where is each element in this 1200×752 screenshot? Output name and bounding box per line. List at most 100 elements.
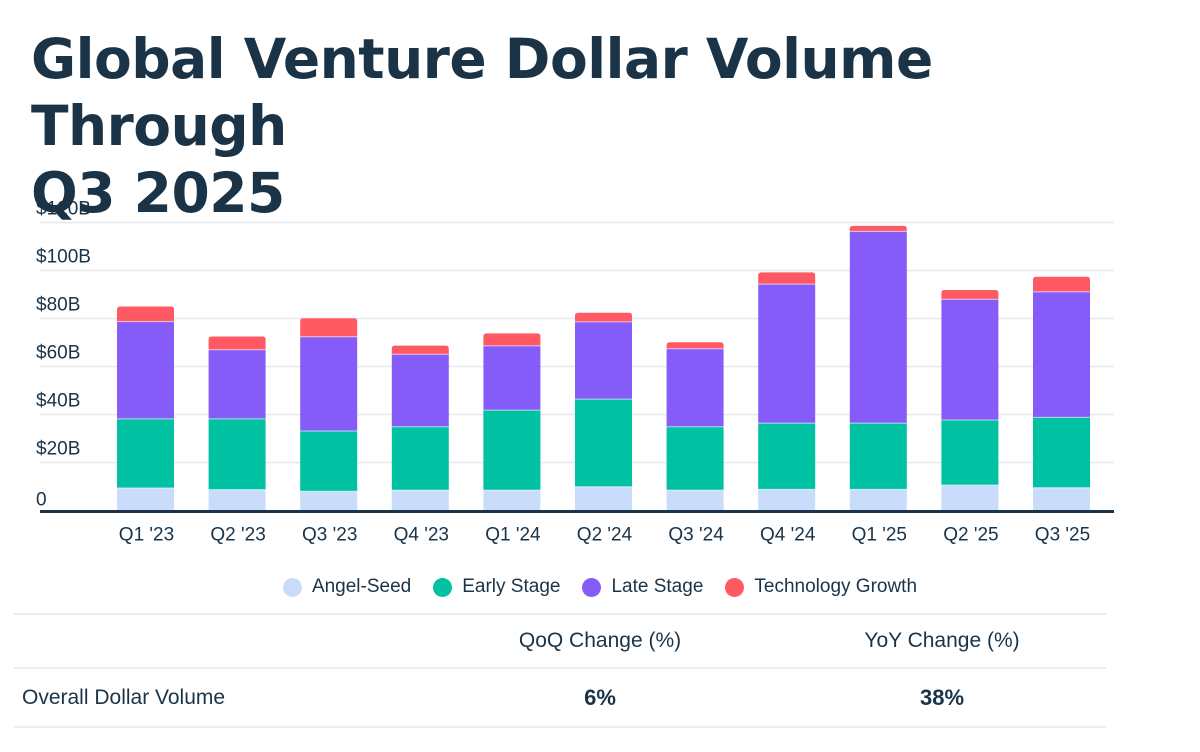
bar-segment-late-stage: [666, 348, 724, 427]
y-tick-label: 0: [36, 490, 47, 511]
bar-segment-early-stage: [758, 423, 816, 490]
bar-segment-early-stage: [117, 418, 174, 488]
x-tick-label: Q2 '25: [943, 525, 998, 546]
x-tick-label: Q1 '23: [119, 525, 174, 546]
bar-segment-early-stage: [575, 399, 632, 487]
y-tick-label: $120B: [36, 199, 91, 220]
bar-segment-early-stage: [300, 431, 358, 492]
bar-segment-angel-seed: [391, 490, 449, 511]
bar-segment-angel-seed: [1033, 487, 1090, 511]
bar-segment-late-stage: [300, 336, 358, 432]
legend-label: Late Stage: [611, 576, 704, 597]
bar-segment-late-stage: [941, 299, 999, 421]
bar-stack: [941, 289, 999, 511]
bar-segment-late-stage: [117, 321, 174, 419]
header-qoq-change: QoQ Change (%): [518, 629, 682, 652]
legend-item: Angel-Seed: [282, 576, 412, 598]
chart-title: Global Venture Dollar Volume Through Q3 …: [31, 26, 1131, 227]
y-tick-label: $40B: [36, 391, 80, 412]
bar-segment-late-stage: [1033, 291, 1090, 418]
x-tick-label: Q2 '23: [210, 525, 265, 546]
bar-stack: [300, 318, 358, 511]
bar-segment-technology-growth: [208, 336, 266, 350]
bar-segment-angel-seed: [758, 489, 816, 511]
bar-segment-late-stage: [208, 349, 266, 419]
legend-item: Early Stage: [433, 576, 560, 598]
y-tick-label: $20B: [36, 439, 80, 460]
bar-segment-early-stage: [483, 410, 541, 491]
bar-segment-technology-growth: [758, 272, 816, 285]
stacked-bar-chart: 0 $20B $40B $60B $80B $100B $120B Q1 '23 Q2 '23…: [36, 199, 1114, 546]
y-tick-label: $80B: [36, 295, 80, 316]
legend-swatch-icon: [433, 577, 453, 597]
bar-stack: [117, 306, 174, 511]
bar-segment-technology-growth: [117, 306, 174, 322]
legend-swatch-icon: [582, 577, 602, 597]
bar-segment-technology-growth: [391, 345, 449, 355]
bar-segment-late-stage: [483, 345, 541, 411]
bar-stack: [758, 272, 816, 511]
bar-segment-technology-growth: [941, 289, 999, 300]
legend-label: Early Stage: [462, 576, 561, 597]
legend-label: Angel-Seed: [311, 576, 412, 597]
bar-segment-technology-growth: [300, 318, 358, 337]
bar-segment-technology-growth: [849, 225, 907, 232]
bar-stack: [849, 225, 907, 511]
x-tick-label: Q4 '24: [760, 525, 816, 546]
bar-segment-angel-seed: [117, 487, 174, 511]
bar-segment-technology-growth: [666, 342, 724, 349]
legend-item: Late Stage: [582, 576, 703, 598]
bar-segment-early-stage: [1033, 417, 1090, 488]
legend-label: Technology Growth: [754, 576, 918, 597]
x-tick-label: Q1 '24: [485, 525, 541, 546]
bar-stack: [391, 345, 449, 511]
bar-segment-technology-growth: [483, 333, 541, 346]
bar-segment-late-stage: [758, 284, 816, 424]
x-tick-label: Q2 '24: [577, 525, 633, 546]
bar-segment-late-stage: [391, 354, 449, 427]
table-header-row: QoQ Change (%) YoY Change (%): [14, 613, 1106, 667]
y-tick-label: $60B: [36, 343, 80, 364]
bar-stack: [483, 333, 541, 511]
chart-title-line-2: Q3 2025: [31, 161, 285, 225]
x-axis-tick-labels: Q1 '23 Q2 '23 Q3 '23 Q4 '23 Q1 '24 Q2 '24 Q3 '…: [119, 525, 1090, 546]
y-axis-tick-labels: 0 $20B $40B $60B $80B $100B $120B: [36, 199, 91, 511]
y-tick-label: $100B: [36, 247, 91, 268]
header-yoy-change: YoY Change (%): [864, 629, 1020, 652]
summary-table: QoQ Change (%) YoY Change (%) Overall Do…: [14, 613, 1106, 728]
chart-title-line-1: Global Venture Dollar Volume Through: [31, 27, 933, 158]
bar-stack: [1033, 276, 1090, 511]
chart-legend: Angel-Seed Early Stage Late Stage Technolog…: [0, 576, 1200, 598]
table-row: Overall Dollar Volume 6% 38%: [14, 667, 1106, 728]
bar-segment-angel-seed: [483, 490, 541, 511]
bar-segment-early-stage: [849, 423, 907, 490]
legend-swatch-icon: [725, 577, 745, 597]
bar-segment-early-stage: [941, 420, 999, 486]
x-tick-label: Q1 '25: [852, 525, 907, 546]
legend-swatch-icon: [282, 577, 302, 597]
bars: [117, 225, 1090, 511]
yoy-value: 38%: [919, 684, 965, 710]
x-tick-label: Q3 '24: [668, 525, 724, 546]
qoq-value: 6%: [584, 684, 616, 710]
bar-stack: [208, 336, 266, 511]
bar-segment-late-stage: [849, 231, 907, 424]
x-tick-label: Q3 '25: [1035, 525, 1090, 546]
bar-segment-angel-seed: [849, 489, 907, 511]
bar-segment-technology-growth: [1033, 276, 1090, 292]
x-tick-label: Q4 '23: [394, 525, 449, 546]
bar-stack: [666, 342, 724, 511]
bar-segment-late-stage: [575, 321, 632, 400]
row-label: Overall Dollar Volume: [22, 685, 226, 709]
bar-segment-technology-growth: [575, 312, 632, 322]
bar-segment-angel-seed: [941, 485, 999, 511]
bar-stack: [575, 312, 632, 511]
bar-segment-early-stage: [208, 418, 266, 490]
legend-item: Technology Growth: [725, 576, 917, 598]
x-tick-label: Q3 '23: [302, 525, 357, 546]
bar-segment-angel-seed: [208, 489, 266, 511]
bar-segment-early-stage: [391, 426, 449, 491]
bar-segment-early-stage: [666, 426, 724, 491]
bar-segment-angel-seed: [575, 486, 632, 511]
bar-segment-angel-seed: [300, 491, 358, 511]
